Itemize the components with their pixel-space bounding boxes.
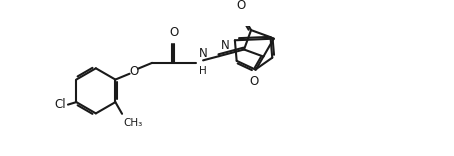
Text: O: O [250, 75, 259, 88]
Text: O: O [237, 0, 246, 12]
Text: O: O [169, 27, 178, 39]
Text: N: N [221, 39, 229, 52]
Text: H: H [199, 66, 207, 76]
Text: CH₃: CH₃ [123, 118, 142, 128]
Text: O: O [129, 65, 138, 78]
Text: N: N [199, 47, 207, 60]
Text: Cl: Cl [54, 98, 66, 111]
